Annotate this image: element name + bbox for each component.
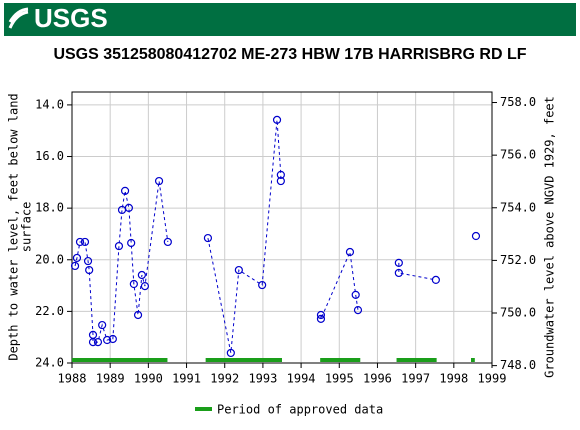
data-point <box>154 176 164 186</box>
data-point <box>276 176 285 186</box>
data-point <box>72 253 82 263</box>
y2-tick-label: 750.0 <box>500 306 536 320</box>
y-tick-label: 24.0 <box>35 356 64 370</box>
chart-title: USGS 351258080412702 ME-273 HBW 17B HARR… <box>53 46 526 63</box>
data-point <box>80 237 90 247</box>
y2-tick-label: 752.0 <box>500 253 536 267</box>
data-point <box>258 280 267 290</box>
data-point <box>203 233 213 243</box>
data-point <box>114 241 124 251</box>
data-point <box>93 337 103 347</box>
approved-period <box>205 358 282 362</box>
data-point <box>124 203 133 212</box>
y-tick-label: 22.0 <box>35 304 64 318</box>
data-point <box>226 348 235 358</box>
data-point <box>85 265 94 275</box>
data-point <box>127 238 136 248</box>
data-point <box>394 258 403 267</box>
header-bar <box>4 3 576 36</box>
approved-period <box>471 358 475 362</box>
y-tick-label: 14.0 <box>35 97 64 111</box>
data-point <box>83 256 93 266</box>
data-point <box>272 115 282 124</box>
data-point <box>431 275 440 284</box>
data-point <box>98 320 107 330</box>
x-tick-label: 1996 <box>363 372 392 386</box>
y2-axis-label: Groundwater level above NGVD 1929, feet <box>543 96 557 378</box>
x-tick-label: 1989 <box>96 372 125 386</box>
x-tick-label: 1999 <box>478 372 507 386</box>
data-point <box>133 310 143 320</box>
y-axis-label: surface <box>20 202 34 253</box>
plot-frame <box>71 91 493 364</box>
approved-period <box>72 358 168 362</box>
data-point <box>316 310 326 320</box>
data-point <box>129 279 138 289</box>
y2-tick-label: 748.0 <box>500 358 536 372</box>
data-point <box>316 314 326 323</box>
data-point <box>345 247 355 257</box>
data-point <box>163 237 172 247</box>
data-point <box>70 261 80 271</box>
data-point <box>276 170 285 179</box>
approved-period <box>396 358 437 362</box>
approved-period <box>320 358 361 362</box>
legend-label: Period of approved data <box>217 403 383 417</box>
y-axis-label: Depth to water level, feet below land <box>7 93 21 360</box>
data-point <box>137 270 146 280</box>
data-point <box>103 335 112 345</box>
y-tick-label: 20.0 <box>35 252 64 266</box>
y2-tick-label: 756.0 <box>500 148 536 162</box>
x-tick-label: 1993 <box>248 372 277 386</box>
x-tick-label: 1990 <box>134 372 163 386</box>
data-point <box>394 268 403 278</box>
y-tick-label: 16.0 <box>35 149 64 163</box>
data-point <box>140 281 150 291</box>
y-tick-label: 18.0 <box>35 201 64 215</box>
data-point <box>234 265 243 275</box>
x-tick-label: 1995 <box>325 372 354 386</box>
x-tick-label: 1991 <box>172 372 201 386</box>
x-tick-label: 1994 <box>287 372 316 386</box>
logo-wave <box>8 7 29 29</box>
data-point <box>351 290 360 299</box>
x-tick-label: 1997 <box>401 372 430 386</box>
data-point <box>353 305 363 315</box>
data-point <box>88 337 98 347</box>
x-tick-label: 1992 <box>210 372 239 386</box>
data-point <box>108 334 117 344</box>
x-tick-label: 1998 <box>439 372 468 386</box>
y2-tick-label: 758.0 <box>500 95 536 109</box>
data-point <box>120 186 130 195</box>
data-point <box>75 237 85 247</box>
y2-tick-label: 754.0 <box>500 200 536 214</box>
data-point <box>471 231 481 241</box>
logo: USGS <box>34 3 108 33</box>
x-tick-label: 1988 <box>58 372 87 386</box>
